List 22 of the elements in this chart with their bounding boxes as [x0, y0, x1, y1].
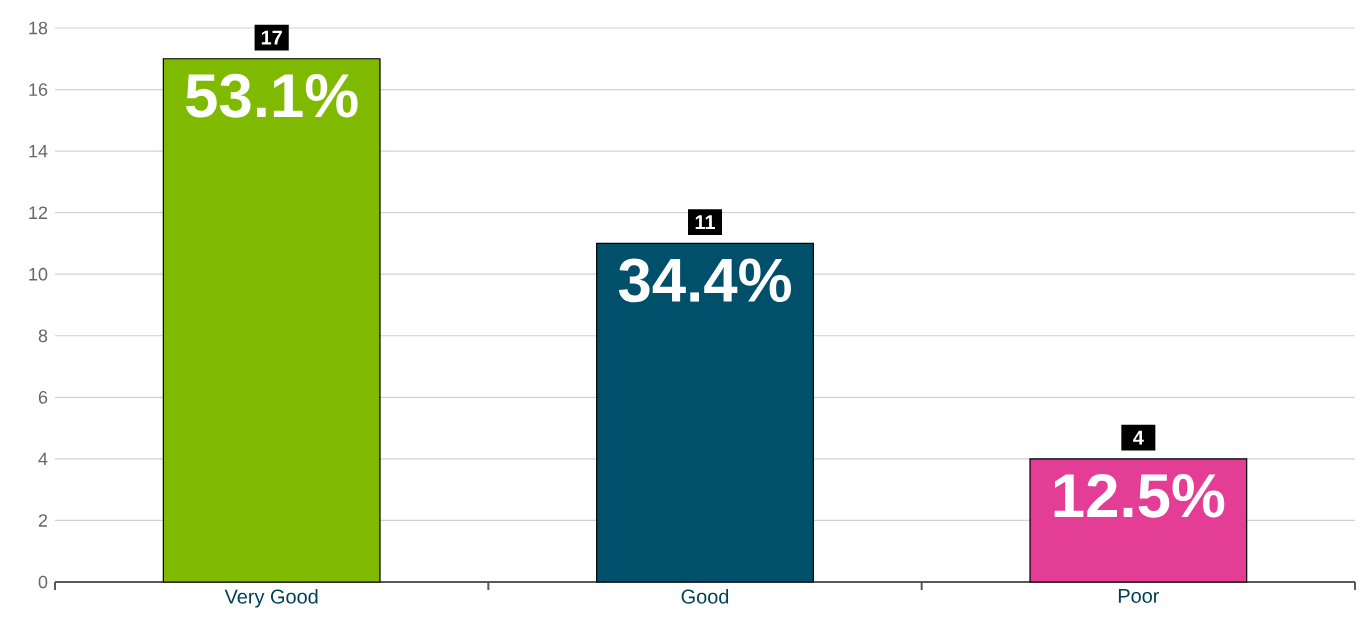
x-tick-label: Poor [1118, 589, 1160, 603]
x-tick-label: Good [681, 589, 729, 604]
annotation: 53.1% [186, 73, 358, 118]
y-tick-label: 2 [38, 514, 48, 527]
y-tick-label: 10 [29, 267, 48, 281]
annotation: 12.5% [1054, 473, 1225, 518]
bar [162, 58, 381, 583]
y-tick-label: 6 [38, 390, 48, 404]
bar [596, 242, 814, 583]
annotation: 34.4% [618, 258, 791, 303]
y-tick-label: 14 [29, 144, 48, 158]
data-label: 17 [261, 30, 282, 45]
x-tick-label: Very Good [224, 589, 318, 608]
y-tick-label: 16 [29, 83, 48, 96]
data-label: 11 [695, 215, 715, 230]
y-tick-label: 18 [29, 21, 48, 35]
y-tick-label: 4 [38, 452, 48, 466]
y-tick-label: 0 [38, 575, 48, 589]
data-label: 4 [1133, 430, 1144, 445]
bar [1029, 458, 1248, 583]
y-tick-label: 8 [38, 329, 48, 343]
y-tick-label: 12 [29, 206, 48, 219]
